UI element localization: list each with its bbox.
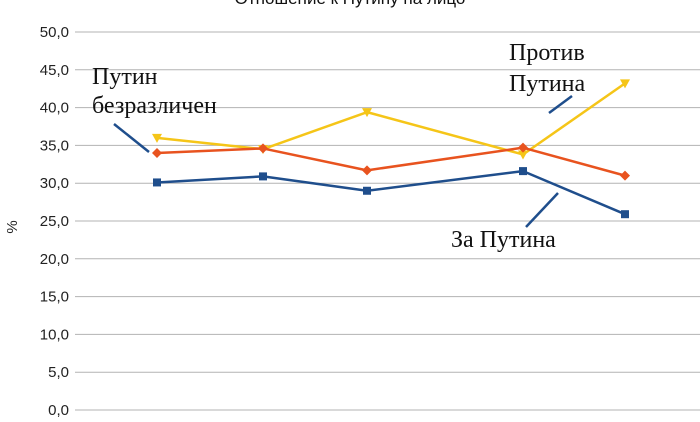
- series-line: [156, 169, 626, 216]
- series-annotation-label: За Путина: [451, 227, 556, 253]
- annotation-leader-line: [525, 192, 559, 228]
- chart-title: Отношение к Путину на лицо: [235, 0, 466, 8]
- y-tick-label: 25,0: [40, 213, 69, 230]
- y-tick-label: 50,0: [40, 24, 69, 41]
- y-tick-label: 20,0: [40, 251, 69, 268]
- y-tick-label: 0,0: [48, 402, 69, 419]
- y-tick-label: 30,0: [40, 175, 69, 192]
- data-point: [153, 178, 161, 187]
- data-point: [519, 167, 527, 176]
- data-point: [518, 150, 528, 160]
- data-point: [259, 172, 267, 181]
- annotations: Против Путина Путин безразличен За Путина: [92, 40, 586, 253]
- annotation-leader-line: [548, 94, 573, 115]
- y-tick-label: 35,0: [40, 137, 69, 154]
- series-annotation-label: безразличен: [92, 93, 217, 119]
- data-point: [363, 186, 371, 195]
- data-point: [152, 147, 162, 158]
- data-point: [362, 108, 372, 118]
- series-annotation-label: Путина: [509, 71, 586, 97]
- gridlines: [75, 31, 700, 411]
- series-group: [152, 79, 630, 219]
- data-point: [152, 133, 162, 143]
- series-line: [156, 146, 626, 177]
- data-point: [620, 170, 630, 181]
- y-tick-label: 45,0: [40, 62, 69, 79]
- y-tick-label: 5,0: [48, 364, 69, 381]
- data-point: [620, 79, 630, 89]
- y-axis-label: %: [4, 220, 21, 233]
- data-point: [621, 210, 629, 219]
- y-axis-tick-labels: 0,0 5,0 10,0 15,0 20,0 25,0 30,0 35,0 40,0 45,0 50…: [40, 24, 69, 419]
- y-tick-label: 10,0: [40, 326, 69, 343]
- y-tick-label: 40,0: [40, 100, 69, 117]
- data-point: [518, 142, 528, 153]
- series-annotation-label: Путин: [92, 64, 158, 90]
- data-point: [362, 165, 372, 176]
- y-tick-label: 15,0: [40, 289, 69, 306]
- annotation-leader-line: [113, 123, 150, 153]
- data-point: [258, 143, 268, 154]
- series-annotation-label: Против: [509, 40, 585, 66]
